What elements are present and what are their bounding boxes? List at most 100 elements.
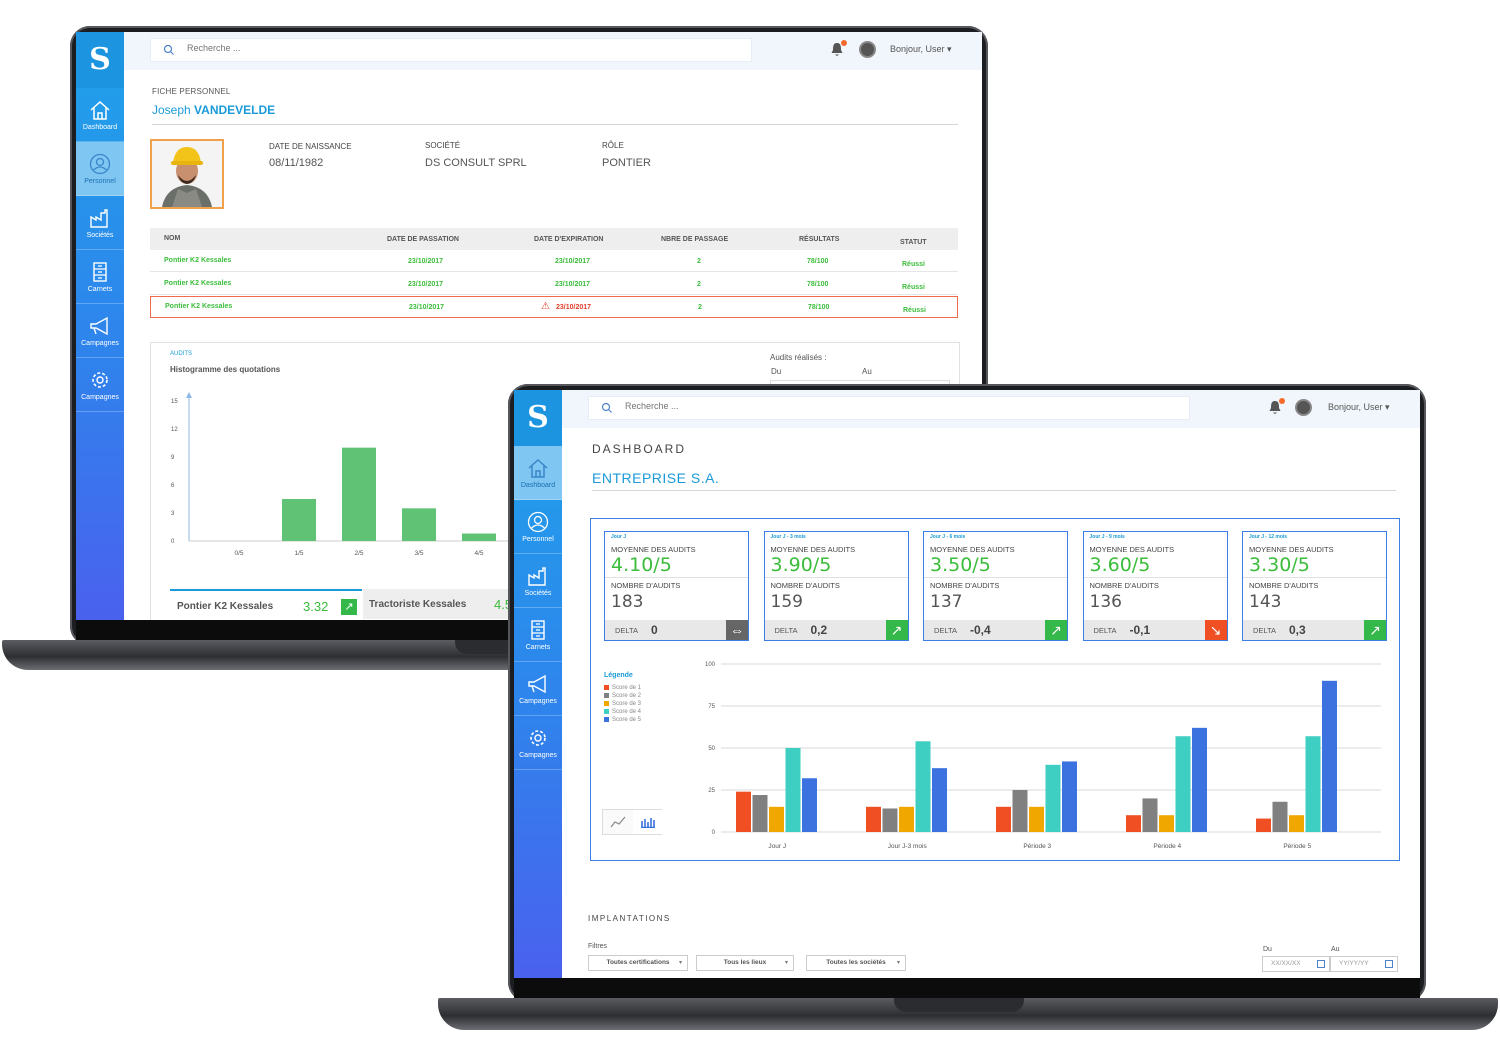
nav-campagnes[interactable]: Campagnes (76, 304, 124, 358)
col-nom: NOM (164, 235, 181, 242)
search-input[interactable] (625, 401, 1165, 411)
cell-passation: 23/10/2017 (408, 258, 444, 265)
y-tick-label: 100 (705, 662, 716, 668)
table-row[interactable]: Pontier K2 Kessales 23/10/2017 23/10/201… (150, 250, 958, 272)
home-icon (90, 100, 110, 120)
kpi-card[interactable]: Jour J MOYENNE DES AUDITS 4.10/5 NOMBRE … (604, 531, 749, 641)
gear-icon (530, 729, 546, 746)
cell-statut: Réussi (902, 261, 925, 268)
nav-societes[interactable]: Sociétés (514, 554, 562, 608)
kpi-count-label: NOMBRE D'AUDITS (1089, 581, 1159, 590)
bell-icon (831, 43, 843, 56)
bar-chart-toggle[interactable] (633, 810, 663, 834)
nav-campagnes-settings[interactable]: Campagnes (76, 358, 124, 412)
kpi-card[interactable]: Jour J - 12 mois MOYENNE DES AUDITS 3.30… (1242, 531, 1387, 641)
kpi-count-value: 136 (1089, 592, 1122, 612)
kpi-avg-label: MOYENNE DES AUDITS (1249, 545, 1334, 554)
search-input[interactable] (187, 43, 727, 53)
nav-dashboard[interactable]: Dashboard (76, 88, 124, 142)
nav-personnel[interactable]: Personnel (76, 142, 124, 196)
cell-resultats: 78/100 (808, 304, 830, 311)
cell-nom: Pontier K2 Kessales (165, 303, 233, 310)
date-from-input[interactable]: XX/XX/XX (1262, 956, 1330, 972)
select-lieux[interactable]: Tous les lieux ▾ (696, 955, 794, 971)
nav-personnel[interactable]: Personnel (514, 500, 562, 554)
gear-icon (92, 371, 108, 388)
kpi-card[interactable]: Jour J - 9 mois MOYENNE DES AUDITS 3.60/… (1082, 531, 1228, 641)
line-chart-toggle[interactable] (603, 810, 633, 834)
nav-societes[interactable]: Sociétés (76, 196, 124, 250)
first-name: Joseph (152, 103, 191, 117)
kpi-delta-value: 0,3 (1289, 623, 1306, 637)
search-box[interactable] (150, 38, 752, 62)
worker-portrait-icon (152, 141, 222, 207)
nav-campagnes[interactable]: Campagnes (514, 662, 562, 716)
select-societes[interactable]: Toutes les sociétés ▾ (806, 955, 906, 971)
legend-label: Score de 5 (612, 717, 642, 724)
user-menu[interactable]: Bonjour, User ▾ (890, 44, 952, 55)
y-tick-label: 12 (171, 427, 178, 433)
table-header: NOM DATE DE PASSATION DATE D'EXPIRATION … (150, 228, 958, 250)
nav-campagnes-settings[interactable]: Campagnes (514, 716, 562, 770)
laptop-notch (894, 998, 1024, 1012)
kpi-period: Jour J - 9 mois (1089, 534, 1125, 540)
score-name: Pontier K2 Kessales (177, 601, 274, 612)
kpi-avg-label: MOYENNE DES AUDITS (930, 545, 1015, 554)
chart-bar (996, 806, 1011, 832)
y-tick-label: 75 (708, 704, 715, 710)
kpi-avg-label: MOYENNE DES AUDITS (770, 545, 856, 554)
trend-up-icon: ↗ (341, 599, 357, 615)
info-label-company: SOCIÉTÉ (425, 141, 461, 150)
kpi-delta-bar: DELTA 0,3 ↗ (1243, 620, 1386, 640)
x-tick-label: 1/5 (294, 550, 303, 557)
kpi-card[interactable]: Jour J - 6 mois MOYENNE DES AUDITS 3.50/… (923, 531, 1068, 641)
nav-label: Sociétés (524, 589, 552, 597)
nav-label: Carnets (525, 643, 551, 651)
kpi-card[interactable]: Jour J - 3 mois MOYENNE DES AUDITS 3.90/… (763, 531, 909, 641)
nav-carnets[interactable]: Carnets (514, 608, 562, 662)
cell-nom: Pontier K2 Kessales (164, 280, 232, 287)
page-title: DASHBOARD (592, 442, 687, 456)
search-icon (601, 402, 612, 413)
kpi-delta-value: -0,4 (970, 623, 991, 637)
table-row-expired[interactable]: Pontier K2 Kessales 23/10/2017 ⚠ 23/10/2… (150, 296, 958, 318)
audits-au-label: Au (862, 367, 872, 376)
kpi-count-label: NOMBRE D'AUDITS (770, 581, 840, 590)
nav-dashboard[interactable]: Dashboard (514, 446, 562, 500)
nav-label: Campagnes (519, 697, 557, 705)
chart-bar (1029, 806, 1044, 832)
chart-bar (1175, 736, 1191, 832)
user-greeting: Bonjour, User (1328, 402, 1383, 412)
search-box[interactable] (588, 396, 1190, 420)
kpi-period: Jour J - 12 mois (1249, 534, 1288, 540)
col-passation: DATE DE PASSATION (387, 236, 459, 243)
kpi-delta-value: -0,1 (1129, 623, 1151, 637)
user-avatar-icon[interactable] (859, 41, 876, 58)
chart-bar (752, 795, 768, 832)
legend-swatch (604, 701, 609, 706)
cabinet-icon (531, 619, 545, 640)
kpi-delta-label: DELTA (774, 626, 798, 635)
topbar: Bonjour, User ▾ (124, 32, 982, 70)
notification-bell[interactable] (830, 40, 847, 62)
kpi-avg-value: 4.10/5 (611, 554, 672, 576)
kpi-delta-bar: DELTA 0,2 ↗ (764, 620, 908, 640)
cell-expiration: 23/10/2017 (555, 281, 591, 288)
filters-label: Filtres (588, 943, 608, 950)
score-name: Tractoriste Kessales (369, 599, 467, 610)
score-card[interactable]: Pontier K2 Kessales 3.32 ↗ (170, 589, 362, 619)
kpi-period: Jour J - 3 mois (770, 534, 806, 540)
table-row[interactable]: Pontier K2 Kessales 23/10/2017 23/10/201… (150, 273, 958, 295)
cell-passation: 23/10/2017 (409, 304, 445, 311)
histogram-bar (282, 499, 316, 541)
nav-carnets[interactable]: Carnets (76, 250, 124, 304)
user-avatar-icon[interactable] (1295, 399, 1312, 416)
chart-type-toggle[interactable] (602, 809, 663, 835)
select-certifications[interactable]: Toutes certifications ▾ (588, 955, 688, 971)
last-name: VANDEVELDE (194, 103, 276, 117)
col-resultats: RÉSULTATS (799, 236, 840, 243)
date-to-input[interactable]: YY/YY/YY (1330, 956, 1398, 972)
user-menu[interactable]: Bonjour, User ▾ (1328, 402, 1390, 413)
notification-bell[interactable] (1268, 398, 1285, 420)
